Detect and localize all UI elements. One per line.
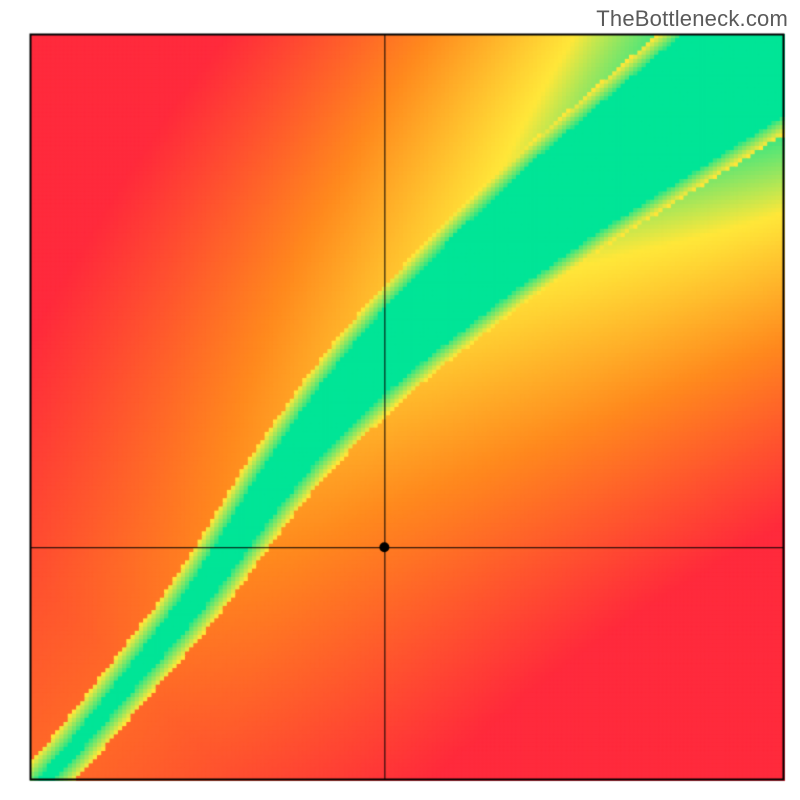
watermark-text: TheBottleneck.com — [596, 6, 788, 32]
bottleneck-heatmap-chart — [0, 0, 800, 800]
